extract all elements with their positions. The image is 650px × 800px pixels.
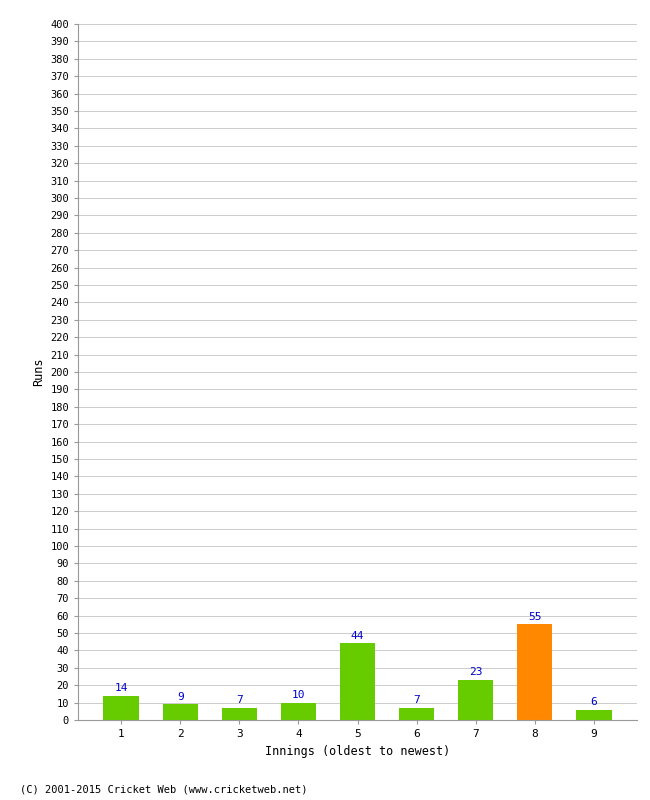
Text: 7: 7 [236,695,242,706]
Bar [222,708,257,720]
Bar [399,708,434,720]
Text: (C) 2001-2015 Cricket Web (www.cricketweb.net): (C) 2001-2015 Cricket Web (www.cricketwe… [20,784,307,794]
Text: 55: 55 [528,612,541,622]
Text: 10: 10 [292,690,305,700]
Bar [517,624,552,720]
Text: 9: 9 [177,692,183,702]
Text: 44: 44 [351,631,364,641]
Bar [576,710,612,720]
Y-axis label: Runs: Runs [32,358,45,386]
Bar [281,702,316,720]
Text: 7: 7 [413,695,420,706]
Text: 23: 23 [469,667,482,678]
Bar [103,696,139,720]
Bar [162,704,198,720]
Bar [340,643,375,720]
Text: 6: 6 [590,697,597,707]
Bar [458,680,493,720]
X-axis label: Innings (oldest to newest): Innings (oldest to newest) [265,745,450,758]
Text: 14: 14 [114,683,128,693]
